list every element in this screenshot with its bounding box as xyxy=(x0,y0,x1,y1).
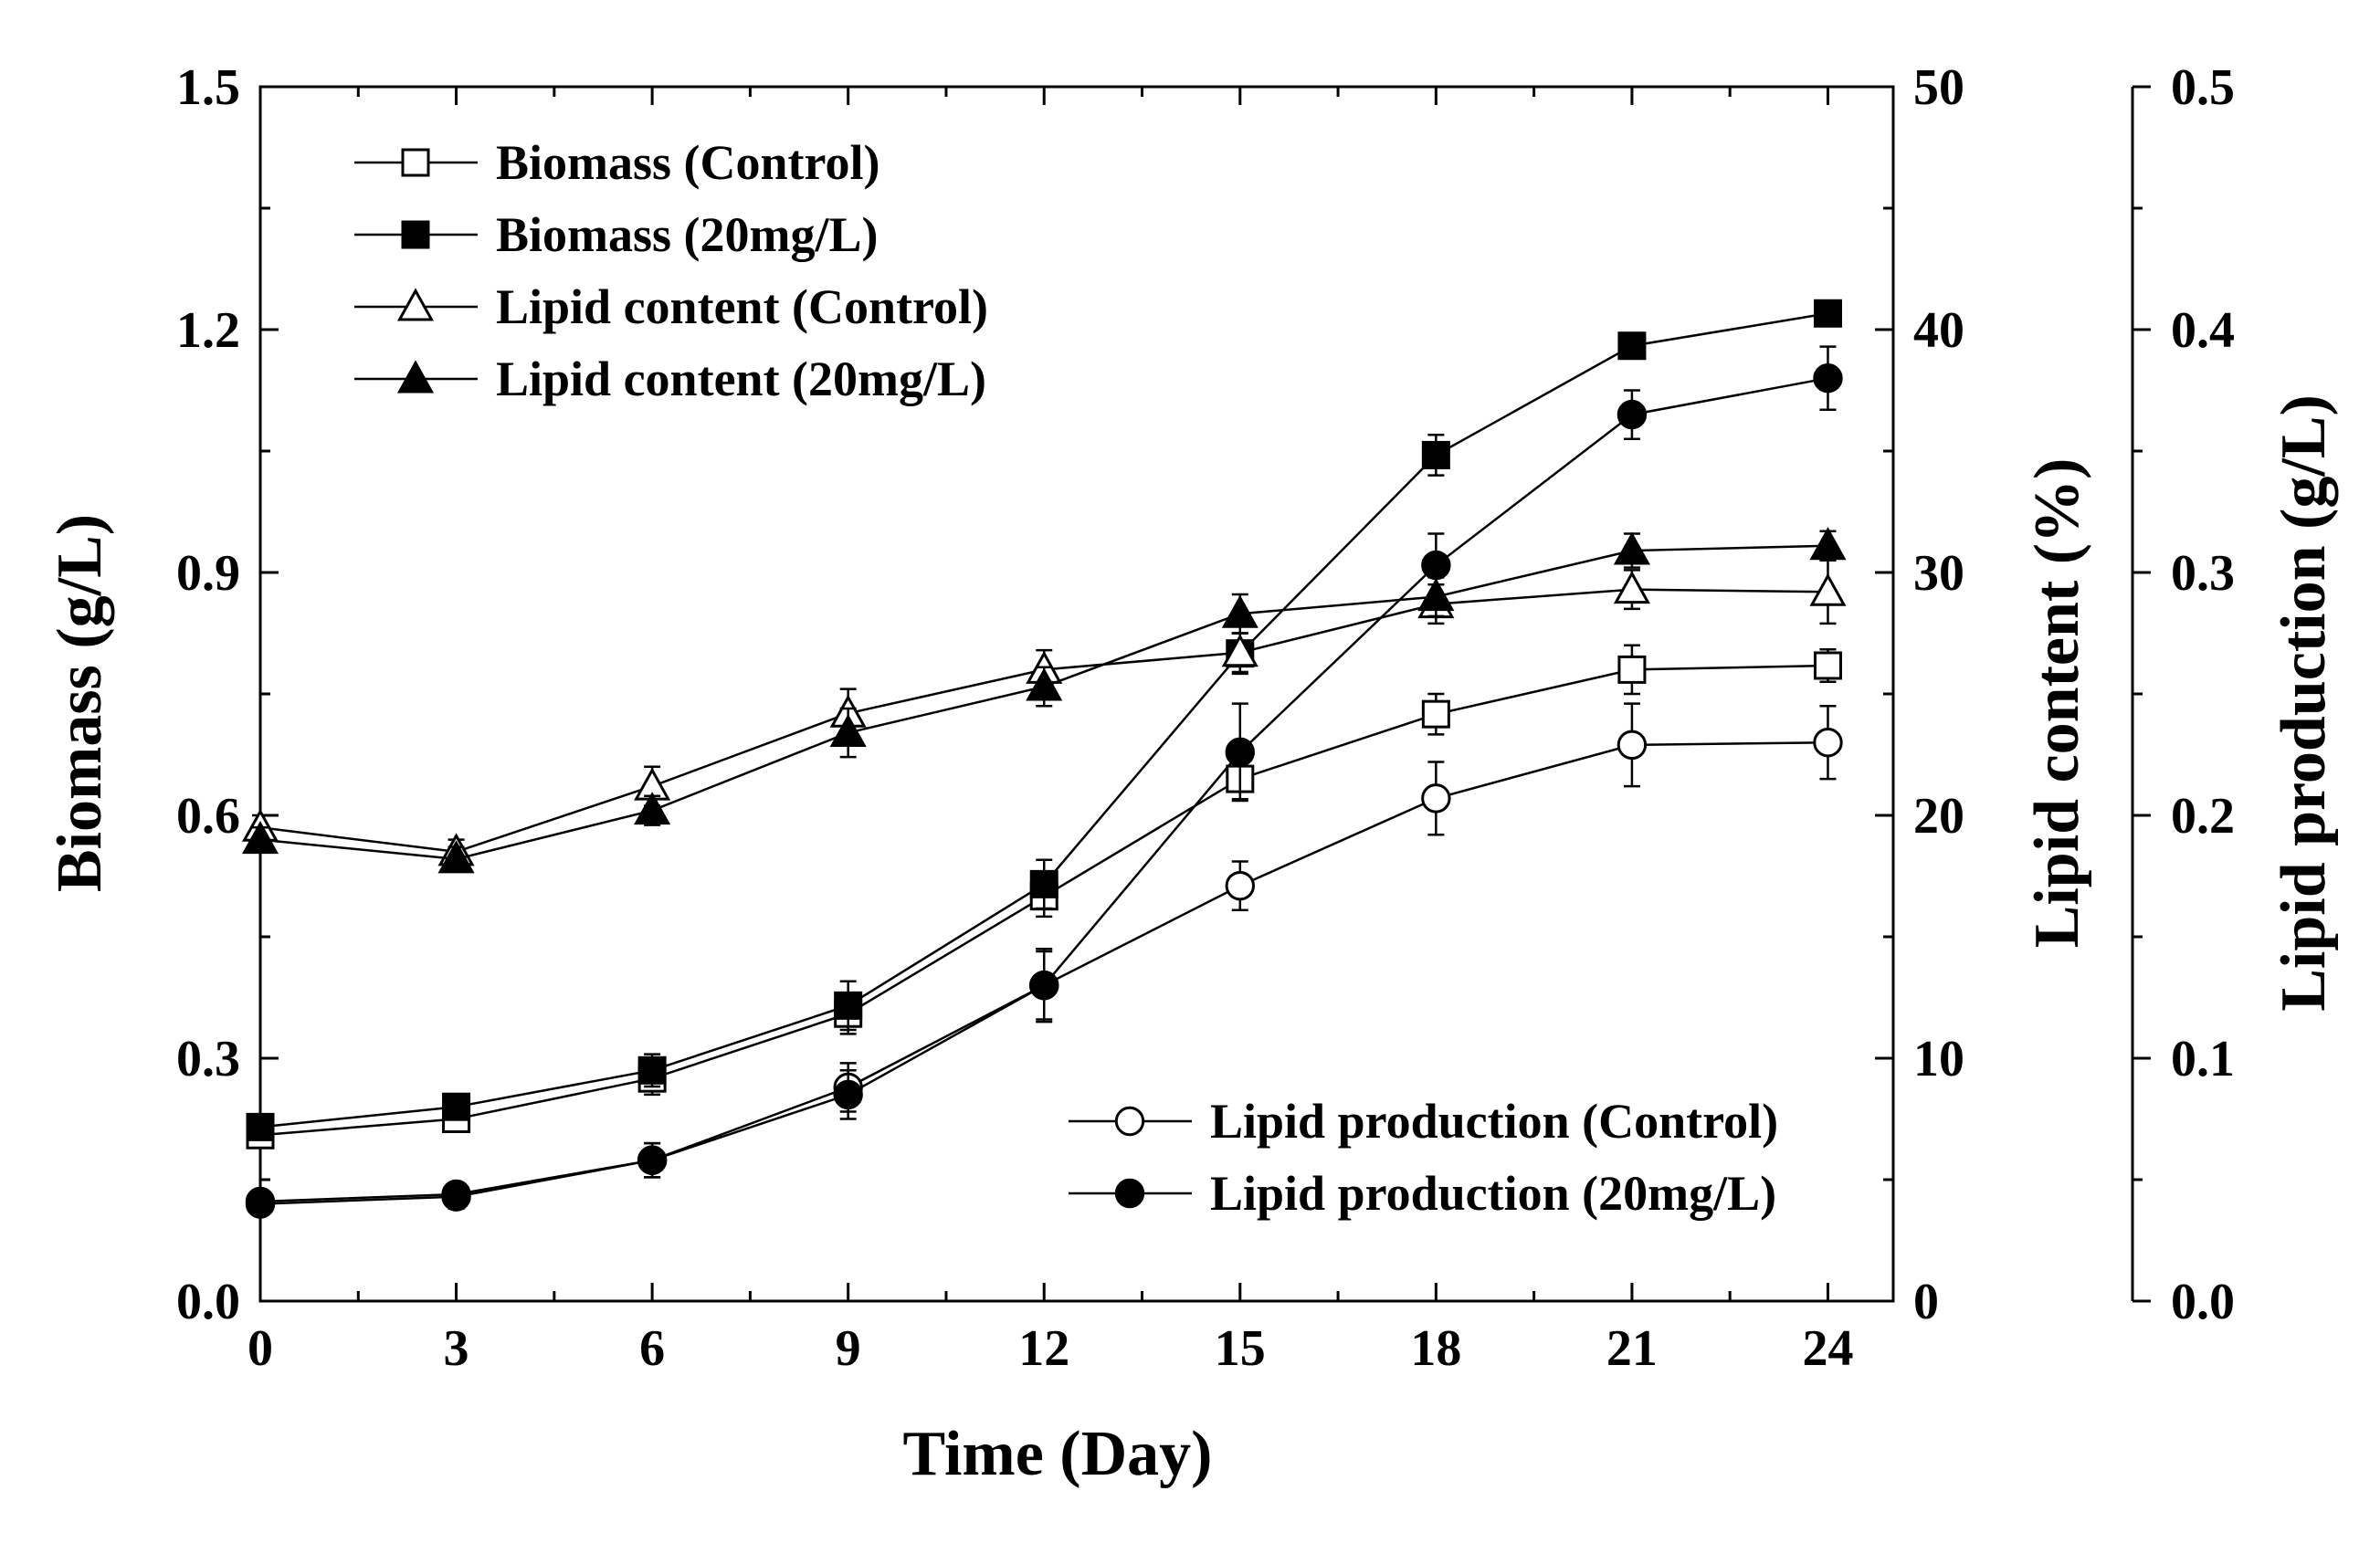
data-point xyxy=(1813,728,1843,758)
legend-label: Lipid production (20mg/L) xyxy=(1210,1166,1776,1221)
series-layer xyxy=(241,299,1847,1219)
data-point xyxy=(1421,550,1451,581)
series-1 xyxy=(246,299,1842,1141)
data-point xyxy=(1221,634,1258,667)
x-tick-label: 24 xyxy=(1802,1320,1853,1377)
data-point xyxy=(1613,531,1650,565)
x-tick-label: 15 xyxy=(1215,1320,1266,1377)
legend-marker xyxy=(401,220,430,249)
legend-entry: Lipid production (Control) xyxy=(1069,1094,1778,1149)
legend-label: Lipid production (Control) xyxy=(1210,1094,1778,1149)
left-y-tick-label: 0.3 xyxy=(176,1031,240,1087)
data-point xyxy=(1617,730,1648,761)
legend-entry: Lipid production (20mg/L) xyxy=(1069,1166,1776,1221)
right1-y-tick-label: 10 xyxy=(1913,1031,1964,1087)
data-point xyxy=(246,1112,275,1141)
legend-marker xyxy=(1114,1178,1145,1209)
data-point xyxy=(437,840,475,874)
data-point xyxy=(442,1092,471,1121)
data-point xyxy=(834,991,863,1020)
legend-marker xyxy=(396,360,435,394)
right1-axis-title: Lipid content (%) xyxy=(2022,458,2092,949)
x-tick-label: 21 xyxy=(1606,1320,1658,1377)
left-y-tick-label: 1.2 xyxy=(176,302,240,359)
data-point xyxy=(1029,869,1058,898)
data-point xyxy=(1225,737,1256,768)
data-point xyxy=(1617,331,1647,361)
series-line xyxy=(259,588,1828,854)
data-point xyxy=(833,1079,863,1110)
left-y-tick-label: 0.0 xyxy=(176,1274,240,1330)
left-axis-title: Biomass (g/L) xyxy=(45,514,115,892)
legend-marker xyxy=(401,148,430,177)
x-tick-label: 6 xyxy=(639,1320,665,1377)
data-point xyxy=(1809,572,1847,606)
data-point xyxy=(1421,699,1450,729)
data-point xyxy=(1029,971,1059,1001)
data-point xyxy=(637,1145,668,1175)
data-point xyxy=(1813,363,1843,394)
left-y-tick-label: 1.5 xyxy=(176,59,240,116)
legend-label: Biomass (Control) xyxy=(496,135,880,190)
data-point xyxy=(1225,870,1256,901)
right1-y-tick-label: 20 xyxy=(1913,788,1964,845)
legend-label: Lipid content (Control) xyxy=(496,279,988,334)
data-point xyxy=(441,1179,471,1210)
legend-entry: Biomass (Control) xyxy=(354,135,880,190)
data-point xyxy=(1026,667,1063,701)
data-point xyxy=(1813,651,1842,680)
left-y-tick-label: 0.9 xyxy=(176,545,240,602)
data-point xyxy=(1809,527,1847,561)
data-point xyxy=(634,792,671,825)
legend: Biomass (Control) Biomass (20mg/L) Lipid c… xyxy=(354,135,1778,1221)
right1-y-tick-label: 0 xyxy=(1913,1274,1939,1330)
legend-entry: Biomass (20mg/L) xyxy=(354,207,879,262)
legend-marker xyxy=(1114,1106,1145,1137)
data-point xyxy=(1613,571,1650,604)
right1-y-tick-label: 50 xyxy=(1913,59,1964,116)
legend-marker xyxy=(396,288,435,321)
x-tick-label: 0 xyxy=(247,1320,273,1377)
right2-y-tick-label: 0.2 xyxy=(2171,788,2235,845)
legend-label: Biomass (20mg/L) xyxy=(496,207,879,262)
x-tick-label: 9 xyxy=(836,1320,861,1377)
data-point xyxy=(241,821,279,855)
right1-y-tick-label: 30 xyxy=(1913,545,1964,602)
right2-y-tick-label: 0.5 xyxy=(2171,59,2235,116)
series-line xyxy=(259,376,1828,1203)
data-point xyxy=(1421,440,1450,469)
data-point xyxy=(1421,783,1451,814)
right1-y-tick-label: 40 xyxy=(1913,302,1964,359)
data-point xyxy=(1221,594,1258,628)
left-y-tick-label: 0.6 xyxy=(176,788,240,845)
data-point xyxy=(637,1055,667,1085)
series-3 xyxy=(241,527,1847,874)
series-2 xyxy=(241,559,1847,866)
right2-y-tick-label: 0.1 xyxy=(2171,1031,2235,1087)
right2-y-tick-label: 0.3 xyxy=(2171,545,2235,602)
legend-label: Lipid content (20mg/L) xyxy=(496,352,986,406)
x-tick-label: 3 xyxy=(444,1320,469,1377)
data-point xyxy=(245,1186,276,1217)
right2-axis-title: Lipid production (g/L) xyxy=(2269,394,2339,1012)
data-point xyxy=(1813,299,1842,328)
data-point xyxy=(1617,655,1647,684)
data-point xyxy=(829,713,867,748)
right2-y-tick-label: 0.4 xyxy=(2171,302,2235,359)
data-point xyxy=(1617,399,1648,430)
legend-entry: Lipid content (Control) xyxy=(354,279,988,334)
x-axis-title: Time (Day) xyxy=(903,1419,1213,1489)
legend-entry: Lipid content (20mg/L) xyxy=(354,352,986,406)
axes: 0 3 6 9 12 15 18 21 24 0.0 0.3 0.6 0.9 1.2 1.5 0 10 20 30 4… xyxy=(176,59,2235,1377)
x-tick-label: 18 xyxy=(1410,1320,1461,1377)
x-tick-label: 12 xyxy=(1018,1320,1069,1377)
right2-y-tick-label: 0.0 xyxy=(2171,1274,2235,1330)
series-5 xyxy=(245,345,1843,1217)
